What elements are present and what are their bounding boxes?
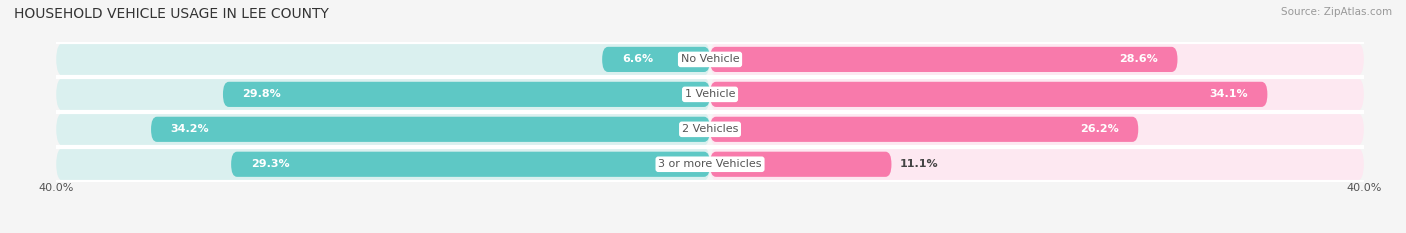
Text: HOUSEHOLD VEHICLE USAGE IN LEE COUNTY: HOUSEHOLD VEHICLE USAGE IN LEE COUNTY <box>14 7 329 21</box>
FancyBboxPatch shape <box>710 112 1364 146</box>
FancyBboxPatch shape <box>710 42 1364 76</box>
FancyBboxPatch shape <box>710 82 1267 107</box>
FancyBboxPatch shape <box>710 147 1364 181</box>
Text: 28.6%: 28.6% <box>1119 55 1159 64</box>
Text: No Vehicle: No Vehicle <box>681 55 740 64</box>
Text: 1 Vehicle: 1 Vehicle <box>685 89 735 99</box>
FancyBboxPatch shape <box>710 152 891 177</box>
FancyBboxPatch shape <box>224 82 710 107</box>
FancyBboxPatch shape <box>602 47 710 72</box>
Text: 6.6%: 6.6% <box>621 55 652 64</box>
FancyBboxPatch shape <box>150 117 710 142</box>
FancyBboxPatch shape <box>56 112 710 146</box>
FancyBboxPatch shape <box>710 117 1139 142</box>
Text: Source: ZipAtlas.com: Source: ZipAtlas.com <box>1281 7 1392 17</box>
FancyBboxPatch shape <box>710 47 1177 72</box>
Text: 11.1%: 11.1% <box>900 159 938 169</box>
Text: 3 or more Vehicles: 3 or more Vehicles <box>658 159 762 169</box>
Text: 34.2%: 34.2% <box>170 124 209 134</box>
Text: 29.8%: 29.8% <box>243 89 281 99</box>
FancyBboxPatch shape <box>710 77 1364 111</box>
FancyBboxPatch shape <box>231 152 710 177</box>
Text: 34.1%: 34.1% <box>1209 89 1247 99</box>
FancyBboxPatch shape <box>56 147 710 181</box>
Text: 26.2%: 26.2% <box>1080 124 1119 134</box>
FancyBboxPatch shape <box>56 42 710 76</box>
Text: 2 Vehicles: 2 Vehicles <box>682 124 738 134</box>
Text: 29.3%: 29.3% <box>250 159 290 169</box>
FancyBboxPatch shape <box>56 77 710 111</box>
